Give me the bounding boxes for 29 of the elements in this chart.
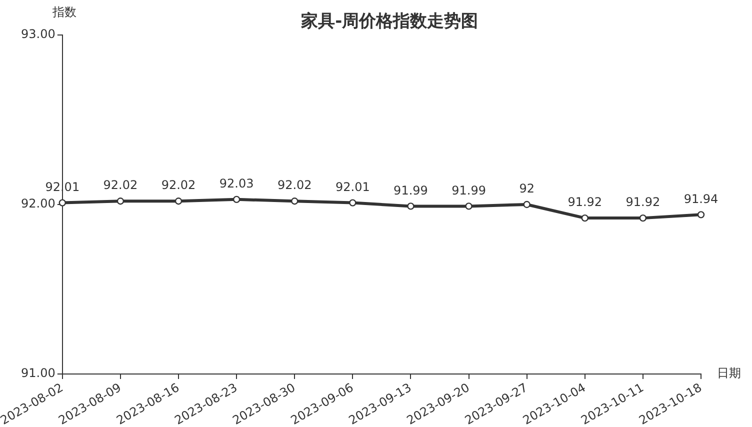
point (639, 214, 647, 222)
chart-title: 家具-周价格指数走势图 (300, 11, 478, 32)
y-tick-label: 92.00 (21, 196, 56, 211)
data-label: 91.92 (568, 195, 602, 210)
data-label: 92.01 (335, 180, 370, 194)
point (697, 211, 705, 218)
data-label: 92.03 (219, 176, 254, 191)
point (523, 200, 530, 208)
data-label: 92 (519, 182, 534, 196)
point (465, 202, 472, 210)
point (349, 199, 356, 206)
y-tick-label: 93.00 (21, 27, 56, 42)
data-label: 91.94 (684, 192, 718, 206)
data-label: 91.92 (626, 195, 660, 210)
point (232, 196, 240, 204)
data-label: 92.02 (161, 178, 196, 192)
point (58, 199, 66, 206)
data-label: 92.02 (277, 178, 312, 192)
point (291, 198, 298, 205)
data-label: 91.99 (452, 183, 486, 198)
point (581, 214, 588, 222)
data-label: 91.99 (394, 183, 428, 198)
point (116, 198, 124, 205)
point (174, 198, 182, 205)
y-axis-title: 指数 (51, 5, 76, 20)
point (407, 202, 414, 210)
data-label: 92.02 (103, 178, 138, 192)
y-tick-label: 91.00 (21, 366, 56, 380)
x-axis-title: 日期 (717, 366, 741, 380)
